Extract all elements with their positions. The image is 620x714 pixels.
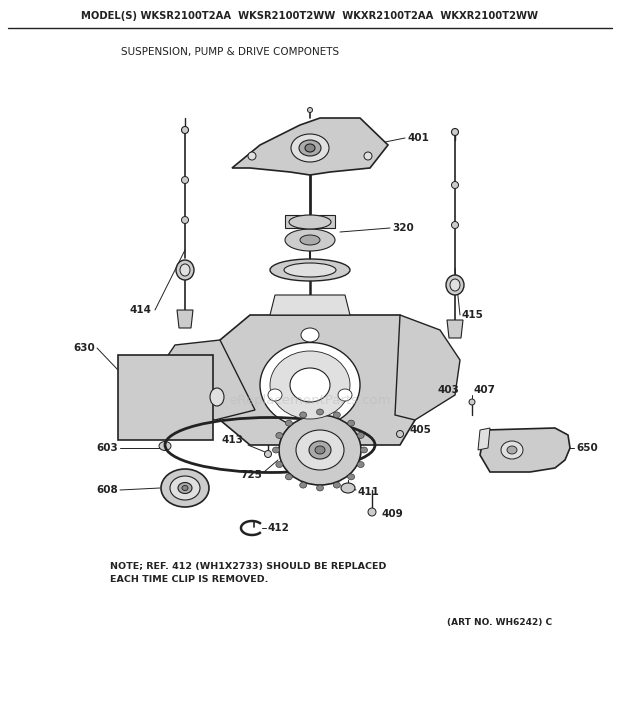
Ellipse shape: [178, 483, 192, 493]
Ellipse shape: [270, 351, 350, 419]
Text: 413: 413: [222, 435, 244, 445]
Ellipse shape: [285, 420, 293, 426]
Ellipse shape: [334, 482, 340, 488]
Ellipse shape: [338, 389, 352, 401]
Ellipse shape: [285, 474, 293, 480]
Text: 414: 414: [130, 305, 152, 315]
Text: SUSPENSION, PUMP & DRIVE COMPONETS: SUSPENSION, PUMP & DRIVE COMPONETS: [121, 47, 339, 57]
Text: 411: 411: [358, 487, 380, 497]
Polygon shape: [285, 215, 335, 228]
Text: 608: 608: [96, 485, 118, 495]
Ellipse shape: [301, 328, 319, 342]
Ellipse shape: [360, 447, 368, 453]
Ellipse shape: [507, 446, 517, 454]
Ellipse shape: [289, 215, 331, 229]
Ellipse shape: [290, 368, 330, 402]
Ellipse shape: [397, 431, 404, 438]
Ellipse shape: [182, 216, 188, 223]
Ellipse shape: [296, 430, 344, 470]
Ellipse shape: [364, 152, 372, 160]
Ellipse shape: [291, 134, 329, 162]
Polygon shape: [447, 320, 463, 338]
Ellipse shape: [357, 433, 364, 438]
Polygon shape: [232, 118, 388, 175]
Text: (ART NO. WH6242) C: (ART NO. WH6242) C: [448, 618, 552, 626]
Ellipse shape: [248, 152, 256, 160]
Ellipse shape: [300, 235, 320, 245]
Ellipse shape: [299, 412, 307, 418]
Ellipse shape: [268, 389, 282, 401]
Ellipse shape: [348, 474, 355, 480]
Ellipse shape: [450, 279, 460, 291]
Ellipse shape: [309, 441, 331, 459]
Text: 650: 650: [576, 443, 598, 453]
Ellipse shape: [159, 441, 171, 451]
Ellipse shape: [299, 140, 321, 156]
Ellipse shape: [316, 485, 324, 491]
Ellipse shape: [182, 176, 188, 183]
Text: 412: 412: [268, 523, 290, 533]
Ellipse shape: [270, 259, 350, 281]
Polygon shape: [270, 295, 350, 315]
Text: 407: 407: [474, 385, 496, 395]
Text: MODEL(S) WKSR2100T2AA  WKSR2100T2WW  WKXR2100T2AA  WKXR2100T2WW: MODEL(S) WKSR2100T2AA WKSR2100T2WW WKXR2…: [81, 11, 539, 21]
Polygon shape: [395, 315, 460, 420]
Ellipse shape: [285, 229, 335, 251]
Text: 403: 403: [438, 385, 460, 395]
Ellipse shape: [276, 461, 283, 468]
Ellipse shape: [451, 221, 459, 228]
Text: 405: 405: [410, 425, 432, 435]
Polygon shape: [220, 315, 415, 445]
Text: 320: 320: [392, 223, 414, 233]
Text: 401: 401: [408, 133, 430, 143]
Ellipse shape: [501, 441, 523, 459]
Ellipse shape: [170, 476, 200, 500]
Text: 725: 725: [240, 470, 262, 480]
Ellipse shape: [446, 275, 464, 295]
Polygon shape: [480, 428, 570, 472]
Ellipse shape: [284, 263, 336, 277]
Text: 630: 630: [73, 343, 95, 353]
Ellipse shape: [265, 451, 272, 458]
Ellipse shape: [279, 415, 361, 485]
Ellipse shape: [348, 420, 355, 426]
Ellipse shape: [299, 482, 307, 488]
Ellipse shape: [316, 409, 324, 415]
Ellipse shape: [368, 508, 376, 516]
Ellipse shape: [308, 108, 312, 113]
Text: 409: 409: [382, 509, 404, 519]
Ellipse shape: [451, 129, 459, 136]
Bar: [118, 355, 213, 440]
Ellipse shape: [276, 433, 283, 438]
Ellipse shape: [180, 264, 190, 276]
Ellipse shape: [210, 388, 224, 406]
Ellipse shape: [451, 181, 459, 188]
Text: 603: 603: [96, 443, 118, 453]
Ellipse shape: [305, 144, 315, 152]
Text: eReplacementParts.com: eReplacementParts.com: [229, 393, 391, 406]
Ellipse shape: [161, 469, 209, 507]
Ellipse shape: [341, 483, 355, 493]
Ellipse shape: [334, 412, 340, 418]
Text: NOTE; REF. 412 (WH1X2733) SHOULD BE REPLACED: NOTE; REF. 412 (WH1X2733) SHOULD BE REPL…: [110, 561, 386, 570]
Polygon shape: [478, 428, 490, 450]
Text: 415: 415: [462, 310, 484, 320]
Ellipse shape: [315, 446, 325, 454]
Ellipse shape: [273, 447, 280, 453]
Ellipse shape: [182, 126, 188, 134]
Polygon shape: [177, 310, 193, 328]
Ellipse shape: [357, 461, 364, 468]
Ellipse shape: [260, 343, 360, 428]
Ellipse shape: [469, 399, 475, 405]
Text: EACH TIME CLIP IS REMOVED.: EACH TIME CLIP IS REMOVED.: [110, 575, 268, 585]
Ellipse shape: [176, 260, 194, 280]
Ellipse shape: [182, 486, 188, 491]
Polygon shape: [158, 340, 255, 420]
